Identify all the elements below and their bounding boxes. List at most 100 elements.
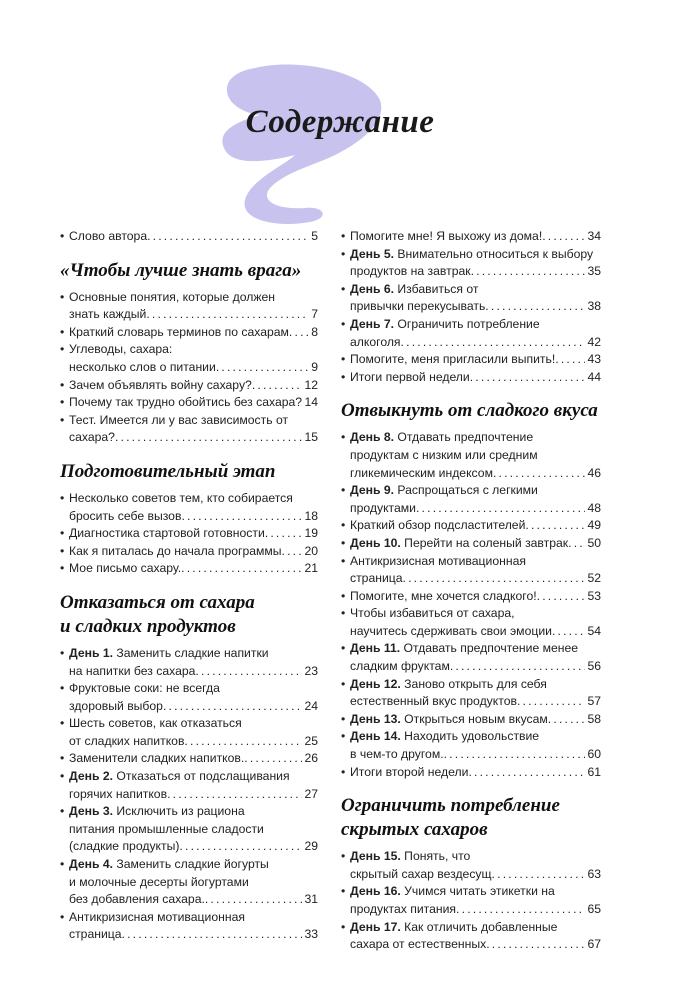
page-number: 42	[587, 334, 601, 349]
toc-entry-title: естественный вкус продуктов	[350, 694, 517, 709]
page-number: 44	[587, 369, 601, 384]
dot-leader	[205, 891, 303, 909]
toc-entry[interactable]: Антикризисная мотивационная страница 33	[60, 909, 318, 944]
toc-entry-line: День 9. Распрощаться с легкими	[350, 482, 601, 500]
toc-entry-title: Как отличить добавленные	[400, 919, 558, 934]
toc-entry[interactable]: Основные понятия, которые должен знать ка…	[60, 289, 318, 324]
toc-entry[interactable]: Несколько советов тем, кто собирается бро…	[60, 490, 318, 525]
toc-entry-text: горячих напитков	[69, 786, 167, 804]
section-heading-line: Ограничить потребление	[341, 795, 560, 817]
toc-entry-title: Распрощаться с легкими	[394, 483, 538, 498]
toc-entry[interactable]: День 16. Учимся читать этикетки на продук…	[341, 883, 601, 918]
section-heading: Подготовительный этап	[60, 460, 318, 484]
page-number: 14	[304, 395, 318, 410]
toc-entry[interactable]: День 9. Распрощаться с легкими продуктами…	[341, 482, 601, 517]
toc-entry[interactable]: Чтобы избавиться от сахара, научитесь сде…	[341, 605, 601, 640]
dot-leader	[181, 560, 302, 578]
toc-entry[interactable]: Краткий словарь терминов по сахарам 8	[60, 324, 318, 342]
toc-entry-title: Заменить сладкие йогурты	[113, 857, 269, 872]
toc-entry-line: Диагностика стартовой готовности 19	[69, 525, 318, 543]
toc-entry-title: Внимательно относиться к выбору	[394, 246, 594, 261]
toc-entry[interactable]: День 17. Как отличить добавленные сахара …	[341, 919, 601, 954]
day-label: День 1.	[69, 645, 114, 660]
toc-entry[interactable]: Слово автора 5	[60, 228, 318, 246]
toc-entry[interactable]: День 2. Отказаться от подслащивания горяч…	[60, 768, 318, 803]
toc-entry[interactable]: Шесть советов, как отказаться от сладких …	[60, 715, 318, 750]
toc-entry[interactable]: Мое письмо сахару. 21	[60, 560, 318, 578]
toc-entry[interactable]: День 3. Исключить из рациона питания пром…	[60, 803, 318, 856]
toc-entry-line: Мое письмо сахару. 21	[69, 560, 318, 578]
toc-entry-text: на напитки без сахара	[69, 663, 195, 681]
toc-entry[interactable]: День 1. Заменить сладкие напитки на напит…	[60, 645, 318, 680]
dot-leader	[537, 588, 586, 606]
toc-entry[interactable]: Итоги второй недели 61	[341, 764, 601, 782]
toc-entry-text: Итоги первой недели	[350, 369, 470, 387]
toc-entry-text: естественный вкус продуктов	[350, 693, 517, 711]
toc-entry-title: горячих напитков	[69, 786, 168, 801]
toc-entry[interactable]: День 7. Ограничить потребление алкоголя 42	[341, 316, 601, 351]
toc-entry[interactable]: День 10. Перейти на соленый завтрак 50	[341, 535, 601, 553]
toc-column-left: Слово автора 5 «Чтобы лучше знать врага» Ос…	[60, 228, 318, 944]
toc-entry[interactable]: Углеводы, сахара: несколько слов о питани…	[60, 341, 318, 376]
day-label: День 5.	[350, 246, 395, 261]
toc-entry-line: Помогите, меня пригласили выпить! 43	[350, 351, 601, 369]
toc-entry-title: продуктам с низким или средним	[350, 447, 538, 462]
toc-entry[interactable]: Как я питалась до начала программы 20	[60, 543, 318, 561]
toc-entry[interactable]: Заменители сладких напитков. 26	[60, 750, 318, 768]
day-label: День 7.	[350, 316, 395, 331]
toc-entry-title: Фруктовые соки: не всегда	[69, 681, 220, 696]
toc-entry[interactable]: Краткий обзор подсластителей 49	[341, 517, 601, 535]
page-number: 33	[304, 927, 318, 942]
toc-entry[interactable]: День 6. Избавиться от привычки перекусыва…	[341, 281, 601, 316]
toc-entry-text: продуктах питания	[350, 901, 456, 919]
toc-entry[interactable]: День 5. Внимательно относиться к выбору п…	[341, 246, 601, 281]
toc-entry-text: День 16. Учимся читать этикетки на	[350, 884, 555, 898]
toc-entry-title: от сладких напитков	[69, 733, 185, 748]
toc-entry-text: продуктам с низким или средним	[350, 448, 538, 462]
toc-entry[interactable]: День 14. Находить удовольствие в чем-то д…	[341, 728, 601, 763]
toc-entry-line: привычки перекусывать 38	[350, 298, 601, 316]
toc-entry[interactable]: Помогите, меня пригласили выпить! 43	[341, 351, 601, 369]
toc-entry[interactable]: День 8. Отдавать предпочтение продуктам с…	[341, 429, 601, 482]
toc-entry[interactable]: Антикризисная мотивационная страница 52	[341, 553, 601, 588]
toc-entry-title: Итоги первой недели	[350, 369, 470, 384]
toc-entry[interactable]: Фруктовые соки: не всегда здоровый выбор 2…	[60, 680, 318, 715]
dot-leader	[401, 334, 586, 352]
toc-entry-title: (сладкие продукты)	[69, 839, 180, 854]
dot-leader	[179, 838, 302, 856]
toc-entry[interactable]: Итоги первой недели 44	[341, 369, 601, 387]
toc-entry[interactable]: День 11. Отдавать предпочтение менее слад…	[341, 640, 601, 675]
toc-entry-text: Фруктовые соки: не всегда	[69, 681, 220, 695]
toc-entry[interactable]: Тест. Имеется ли у вас зависимость от сах…	[60, 412, 318, 447]
dot-leader	[568, 535, 585, 553]
dot-leader	[542, 228, 585, 246]
toc-entry-line: День 8. Отдавать предпочтение	[350, 429, 601, 447]
toc-entry[interactable]: Зачем объявлять войну сахару? 12	[60, 377, 318, 395]
toc-entry-line: от сладких напитков 25	[69, 733, 318, 751]
toc-entry[interactable]: Помогите мне! Я выхожу из дома! 34	[341, 228, 601, 246]
toc-entry[interactable]: День 13. Открыться новым вкусам 58	[341, 711, 601, 729]
page-number: 49	[587, 518, 601, 533]
toc-entry-text: Краткий обзор подсластителей	[350, 517, 525, 535]
toc-entry-text: День 5. Внимательно относиться к выбору	[350, 247, 593, 261]
dot-leader	[552, 623, 585, 641]
dot-leader	[252, 377, 303, 395]
toc-entry-line: День 14. Находить удовольствие	[350, 728, 601, 746]
toc-entry-text: День 2. Отказаться от подслащивания	[69, 769, 290, 783]
toc-entry-title: Понять, что	[400, 849, 471, 864]
toc-entry[interactable]: День 4. Заменить сладкие йогурты и молочн…	[60, 856, 318, 909]
toc-entry[interactable]: Почему так трудно обойтись без сахара?14	[60, 394, 318, 412]
day-label: День 12.	[350, 676, 401, 691]
dot-leader	[289, 324, 309, 342]
toc-entry-text: День 17. Как отличить добавленные	[350, 920, 557, 934]
toc-entry[interactable]: День 15. Понять, что скрытый сахар вездес…	[341, 848, 601, 883]
page-number: 65	[587, 902, 601, 916]
toc-entry[interactable]: День 12. Заново открыть для себя естестве…	[341, 676, 601, 711]
day-label: День 6.	[350, 281, 395, 296]
toc-entry-line: Чтобы избавиться от сахара,	[350, 605, 601, 623]
toc-entry[interactable]: Помогите, мне хочется сладкого! 53	[341, 588, 601, 606]
toc-entry-text: Почему так трудно обойтись без сахара?	[69, 394, 302, 412]
toc-entry[interactable]: Диагностика стартовой готовности 19	[60, 525, 318, 543]
toc-entry-text: от сладких напитков	[69, 733, 184, 751]
page-number: 43	[587, 352, 601, 367]
